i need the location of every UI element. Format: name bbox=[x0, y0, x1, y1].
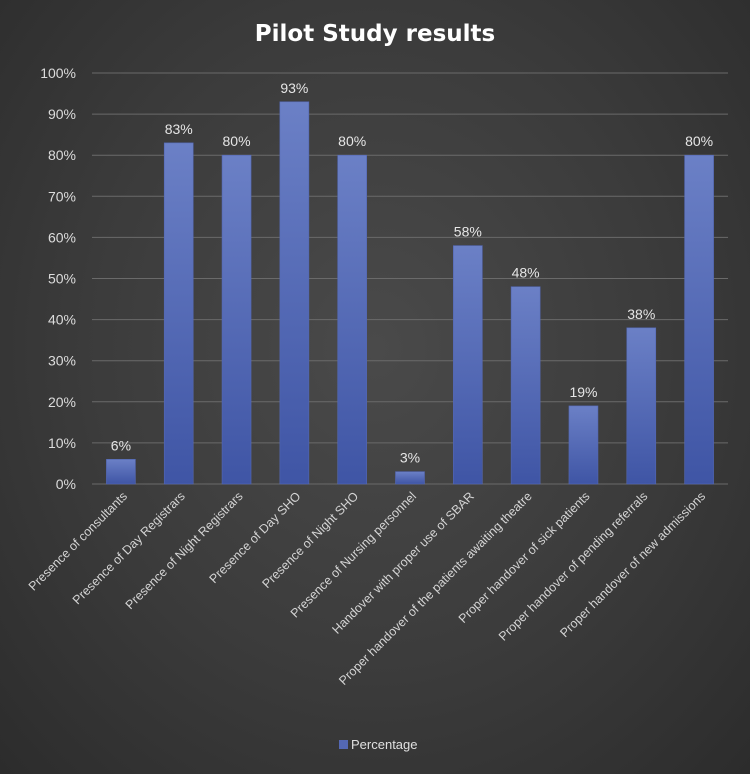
bar bbox=[106, 459, 136, 485]
bar bbox=[453, 245, 483, 485]
bar bbox=[568, 405, 599, 485]
data-label: 48% bbox=[512, 265, 540, 281]
data-label: 58% bbox=[454, 224, 482, 240]
chart-title: Pilot Study results bbox=[255, 21, 495, 47]
data-label: 80% bbox=[685, 133, 713, 149]
data-label: 80% bbox=[338, 133, 366, 149]
data-label: 19% bbox=[569, 384, 597, 400]
y-tick-label: 60% bbox=[48, 229, 76, 245]
y-tick-label: 70% bbox=[48, 188, 76, 204]
data-label: 3% bbox=[400, 450, 420, 466]
bar bbox=[395, 471, 425, 485]
data-label: 83% bbox=[165, 121, 193, 137]
category-label: Presence of Night SHO bbox=[260, 489, 362, 591]
bars bbox=[106, 101, 714, 485]
bar bbox=[510, 286, 541, 485]
y-axis-ticks: 0% 10% 20% 30% 40% 50% 60% 70% 80% 90% 100% bbox=[40, 65, 76, 492]
data-label: 93% bbox=[280, 80, 308, 96]
y-tick-label: 50% bbox=[48, 271, 76, 287]
grid-lines bbox=[92, 72, 728, 485]
data-label: 80% bbox=[223, 133, 251, 149]
bar bbox=[626, 327, 657, 485]
data-label: 6% bbox=[111, 437, 131, 453]
y-tick-label: 10% bbox=[48, 435, 76, 451]
bar bbox=[337, 154, 367, 485]
legend-swatch bbox=[339, 740, 348, 749]
y-tick-label: 20% bbox=[48, 394, 76, 410]
data-labels: 6% 83% 80% 93% 80% 3% 58% 48% 19% 38% 80% bbox=[111, 80, 713, 466]
category-label: Proper handover of the patients awaiting… bbox=[336, 489, 535, 688]
y-tick-label: 90% bbox=[48, 106, 76, 122]
y-tick-label: 40% bbox=[48, 312, 76, 328]
category-label: Presence of consultants bbox=[26, 489, 130, 593]
bar bbox=[279, 101, 310, 485]
y-tick-label: 0% bbox=[56, 476, 76, 492]
y-tick-label: 100% bbox=[40, 65, 76, 81]
bar bbox=[221, 154, 252, 485]
category-label: Presence of Day Registrars bbox=[70, 489, 188, 607]
category-label: Presence of Nursing personnel bbox=[288, 489, 419, 620]
bar bbox=[684, 154, 714, 485]
legend: Percentage bbox=[339, 737, 418, 752]
legend-label: Percentage bbox=[351, 737, 418, 752]
y-tick-label: 80% bbox=[48, 147, 76, 163]
category-label: Presence of Night Registrars bbox=[123, 489, 246, 612]
data-label: 38% bbox=[627, 306, 655, 322]
bar bbox=[163, 142, 194, 485]
y-tick-label: 30% bbox=[48, 353, 76, 369]
